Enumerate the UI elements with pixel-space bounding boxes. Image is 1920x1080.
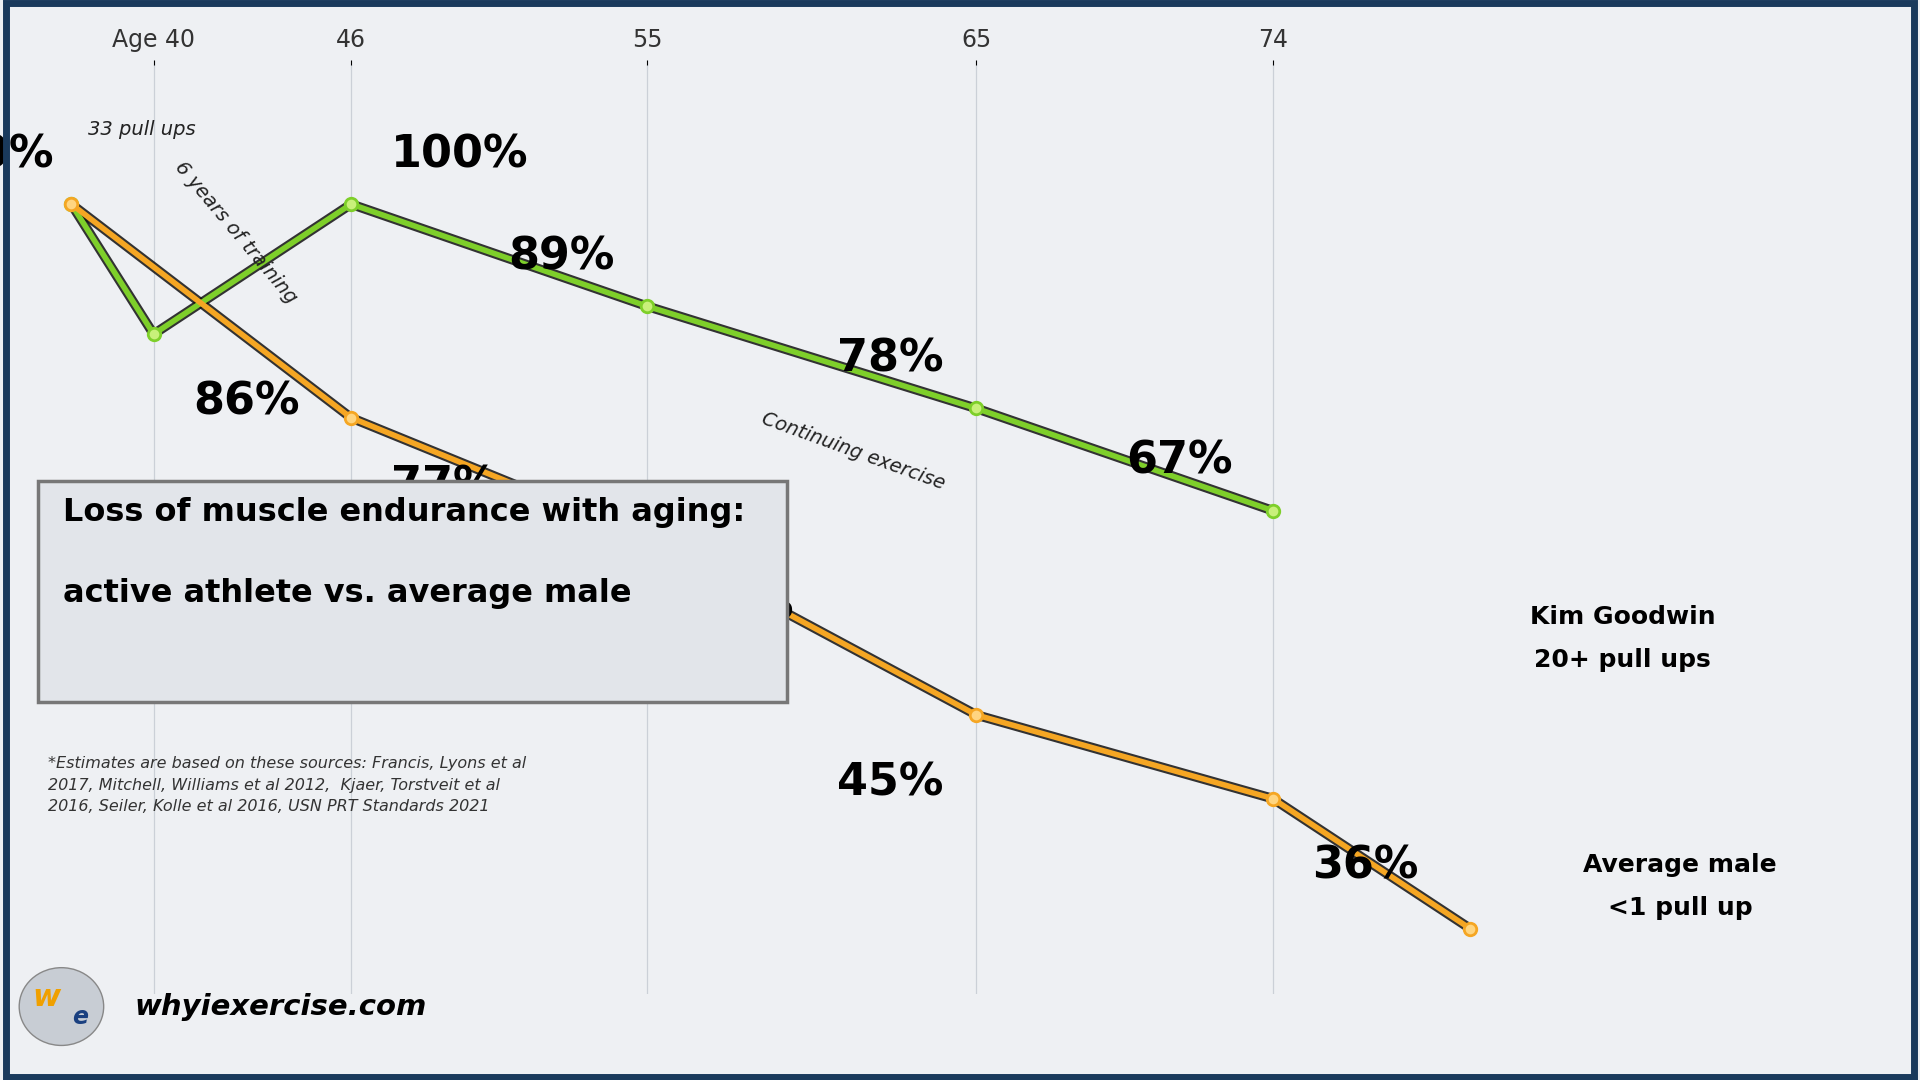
Text: 78%: 78% <box>837 338 943 380</box>
Text: 6 years of training: 6 years of training <box>171 158 301 307</box>
Text: 86%: 86% <box>194 380 300 423</box>
Text: active athlete vs. average male: active athlete vs. average male <box>63 578 632 609</box>
Text: *Estimates are based on these sources: Francis, Lyons et al
2017, Mitchell, Will: *Estimates are based on these sources: F… <box>48 756 526 814</box>
Text: 45%: 45% <box>837 761 943 805</box>
Text: Continuing exercise: Continuing exercise <box>758 409 948 492</box>
Text: Kim Goodwin: Kim Goodwin <box>1530 605 1715 629</box>
Text: 77%: 77% <box>390 464 497 508</box>
Text: 33 pull ups: 33 pull ups <box>88 120 196 139</box>
Text: Average male: Average male <box>1584 853 1776 877</box>
Text: e: e <box>73 1005 88 1029</box>
Text: 89%: 89% <box>509 235 614 279</box>
Text: w: w <box>33 984 60 1012</box>
Text: Loss of muscle endurance with aging:: Loss of muscle endurance with aging: <box>63 497 745 528</box>
Text: 100%: 100% <box>0 133 56 176</box>
Text: 20+ pull ups: 20+ pull ups <box>1534 648 1711 672</box>
Text: whyiexercise.com: whyiexercise.com <box>134 993 426 1021</box>
Text: 36%: 36% <box>1311 845 1419 888</box>
Text: 67%: 67% <box>1127 440 1233 483</box>
Text: <1 pull up: <1 pull up <box>1607 896 1753 920</box>
Text: 64%: 64% <box>687 585 793 627</box>
Text: 100%: 100% <box>390 133 528 176</box>
